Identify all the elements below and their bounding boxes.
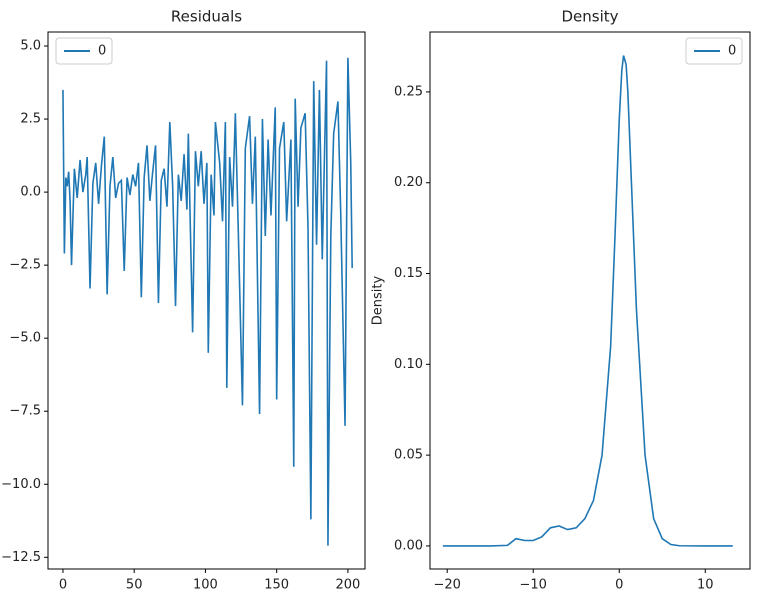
x-tick-label: 200 bbox=[335, 578, 360, 593]
y-tick-label: 2.5 bbox=[20, 112, 41, 127]
y-tick-label: 0.05 bbox=[394, 448, 423, 463]
y-tick-label: 0.00 bbox=[394, 538, 423, 553]
y-tick-label: −5.0 bbox=[9, 331, 41, 346]
x-tick-label: 50 bbox=[126, 578, 143, 593]
x-tick-label: 0 bbox=[615, 578, 623, 593]
series-line bbox=[62, 57, 353, 546]
y-tick-label: 0.20 bbox=[394, 175, 423, 190]
y-tick-label: −7.5 bbox=[9, 404, 41, 419]
x-tick-label: 150 bbox=[264, 578, 289, 593]
y-tick-label: 0.0 bbox=[20, 185, 41, 200]
x-tick-label: 100 bbox=[193, 578, 218, 593]
y-tick-label: 0.10 bbox=[394, 357, 423, 372]
chart-title: Density bbox=[561, 8, 618, 26]
legend-label: 0 bbox=[728, 44, 736, 59]
y-tick-label: 0.25 bbox=[394, 84, 423, 99]
series-line bbox=[442, 55, 733, 547]
plot-frame bbox=[47, 31, 366, 570]
y-tick-label: 5.0 bbox=[20, 39, 41, 54]
plot-frame bbox=[429, 31, 751, 570]
x-tick-label: 10 bbox=[697, 578, 714, 593]
y-tick-label: −10.0 bbox=[1, 477, 41, 492]
chart-title: Residuals bbox=[171, 8, 242, 26]
x-tick-label: −20 bbox=[433, 578, 460, 593]
x-tick-label: −10 bbox=[520, 578, 547, 593]
y-tick-label: −2.5 bbox=[9, 258, 41, 273]
legend-label: 0 bbox=[98, 44, 106, 59]
y-tick-label: −12.5 bbox=[1, 550, 41, 565]
y-axis-label: Density bbox=[371, 275, 386, 325]
x-tick-label: 0 bbox=[59, 578, 67, 593]
y-tick-label: 0.15 bbox=[394, 266, 423, 281]
